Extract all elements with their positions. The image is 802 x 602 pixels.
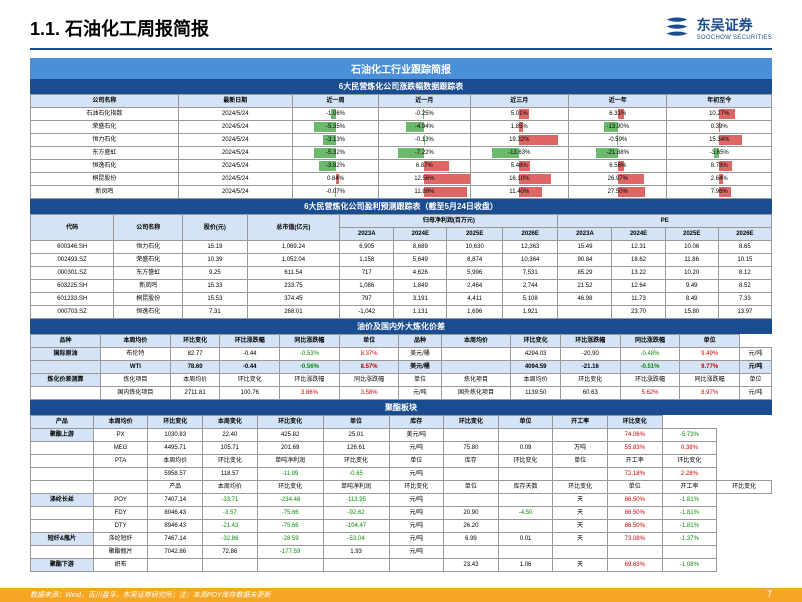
t3-title: 油价及国内外大炼化价差	[30, 319, 772, 334]
main-title: 石油化工行业跟踪简报	[30, 58, 772, 79]
t2-title: 6大民营炼化公司盈利预测跟踪表（截至5月24日收盘）	[30, 199, 772, 214]
logo-cn: 东吴证券	[697, 15, 772, 35]
footer-source: 数据来源：Wind，百川盈孚，东吴证券研究所；注：本周POY库存数据未更新	[30, 590, 271, 600]
logo-icon	[663, 14, 691, 42]
table-3: 品种本周均价环比变化环比涨跌幅同比涨跌幅单位品种本周均价环比变化环比涨跌幅同比涨…	[30, 334, 772, 400]
logo-en: SOOCHOW SECURITIES	[697, 35, 772, 41]
footer: 数据来源：Wind，百川盈孚，东吴证券研究所；注：本周POY库存数据未更新	[0, 588, 802, 602]
page-number: 7	[767, 589, 772, 599]
table-4: 产品本周均价环比变化本周变化环比变化单位库存环比变化单位开工率环比变化聚酯上游P…	[30, 415, 772, 572]
page-title: 1.1. 石油化工周报简报	[30, 15, 209, 41]
t1-title: 6大民营炼化公司涨跌幅数据跟踪表	[30, 79, 772, 94]
table-2: 代码公司名称股价(元)总市值(亿元)归母净利润(百万元)PE 2023A2024…	[30, 214, 772, 319]
logo: 东吴证券 SOOCHOW SECURITIES	[663, 14, 772, 42]
table-1: 公司名称最新日期近一周近一月近三月近一年年初至今石油石化指数2024/5/24-…	[30, 94, 772, 199]
t4-title: 聚酯板块	[30, 400, 772, 415]
